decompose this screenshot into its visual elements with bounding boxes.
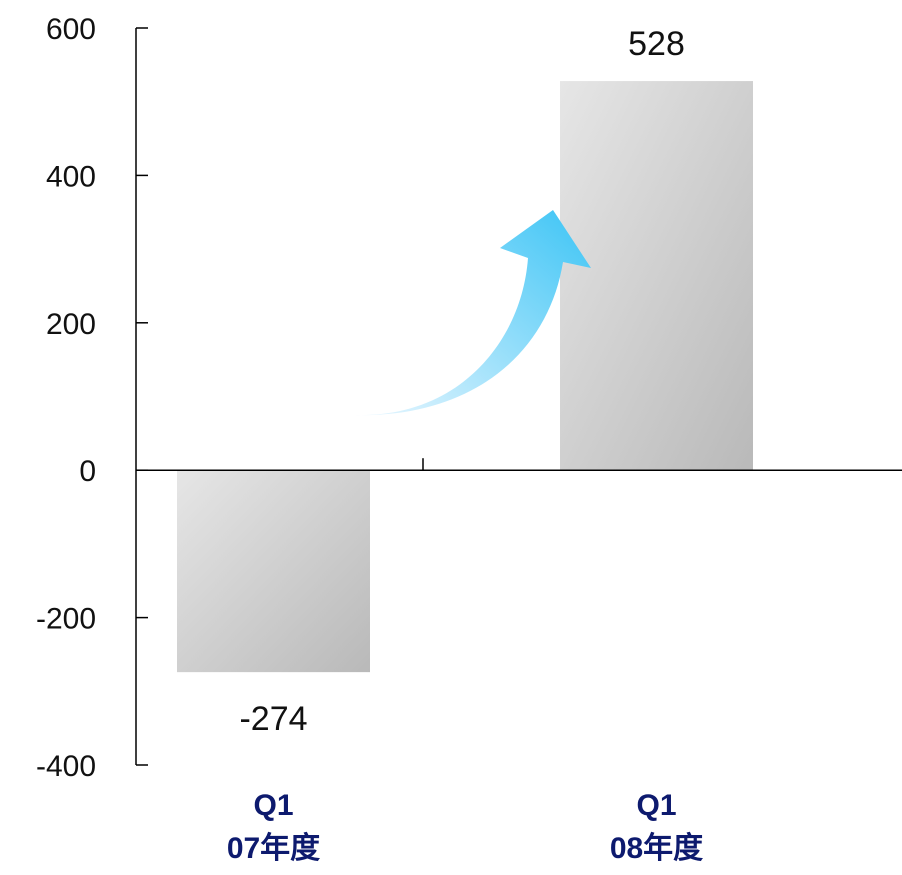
y-tick-label: 400 — [46, 160, 96, 193]
x-category-label: Q1 — [253, 789, 293, 822]
x-category-label: Q1 — [636, 789, 676, 822]
labels-layer: 600 400 200 0 -200 -400 -274 Q1 07年度 528 Q1 08年度 — [36, 13, 703, 865]
bars-layer — [177, 81, 753, 673]
y-tick-label: 600 — [46, 13, 96, 46]
x-category-label: 08年度 — [610, 832, 703, 865]
y-tick-label: 0 — [79, 455, 96, 488]
bar-1 — [177, 470, 370, 673]
data-label: -274 — [239, 700, 307, 738]
y-tick-label: -400 — [36, 750, 96, 783]
y-tick-label: -200 — [36, 603, 96, 636]
upward-arrow-icon — [355, 210, 591, 416]
bar-2 — [560, 81, 753, 471]
x-category-label: 07年度 — [227, 832, 320, 865]
data-label: 528 — [628, 25, 685, 63]
y-tick-label: 200 — [46, 308, 96, 341]
axis-layer — [135, 27, 902, 766]
